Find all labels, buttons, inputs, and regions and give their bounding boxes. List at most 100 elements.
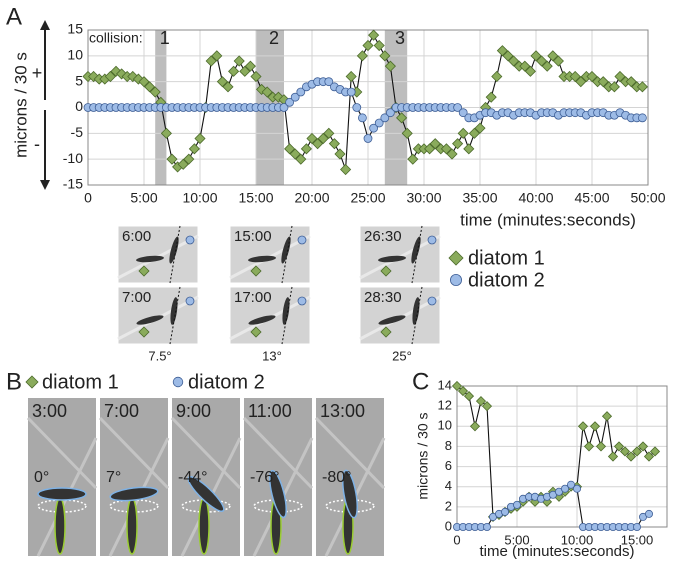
thumbnail-time: 7:00 (122, 289, 151, 306)
x-tick-label: 15:00 (238, 190, 273, 206)
y-tick-label: -15 (63, 176, 83, 192)
diatom (170, 297, 178, 325)
x-tick-label: 15:00 (621, 532, 654, 547)
x-tick-label: 5:00 (504, 532, 529, 547)
diatom (378, 315, 406, 325)
marker (149, 86, 161, 98)
marker (340, 163, 352, 176)
marker (575, 76, 587, 88)
marker (586, 70, 598, 83)
diatom-1 (198, 497, 210, 555)
marker (312, 138, 324, 150)
y-tick-label: -5 (71, 124, 84, 140)
marker (177, 158, 189, 170)
x-tick-label: 25:00 (350, 190, 385, 206)
diatom (412, 297, 420, 325)
marker (362, 39, 374, 52)
marker (160, 127, 172, 139)
y-tick-label: 0 (445, 518, 452, 533)
marker (453, 103, 463, 112)
marker (583, 441, 595, 452)
marker (440, 143, 452, 155)
marker (469, 421, 481, 432)
arrow-head (40, 20, 50, 30)
frame-angle: -80° (322, 469, 352, 486)
marker (384, 60, 396, 72)
diatom (136, 255, 164, 263)
marker-icon (297, 296, 307, 306)
marker (481, 401, 493, 412)
marker-icon (250, 265, 262, 277)
marker (645, 509, 654, 518)
diatom (378, 255, 406, 263)
plot-frame (456, 385, 668, 528)
marker (446, 148, 458, 160)
marker (608, 81, 620, 93)
thumbnail-time: 6:00 (122, 228, 151, 245)
marker-icon (185, 296, 195, 306)
marker (368, 29, 380, 41)
y-tick-label: 14 (438, 377, 452, 392)
marker (457, 385, 469, 397)
marker (589, 421, 601, 432)
marker (284, 143, 296, 155)
marker (500, 507, 509, 516)
marker (363, 134, 373, 143)
marker (328, 138, 340, 150)
angle-label: 13° (262, 348, 282, 363)
marker (194, 132, 206, 145)
marker (385, 108, 395, 118)
fiber (98, 416, 170, 490)
guide-line (411, 225, 423, 284)
marker (279, 103, 289, 112)
marker-icon (185, 235, 195, 245)
y-tick-label: 5 (75, 72, 83, 88)
x-tick-label: 10:00 (561, 532, 594, 547)
marker (530, 50, 542, 62)
marker (638, 113, 647, 123)
angle-label: 7.5° (148, 348, 171, 363)
marker (607, 451, 619, 462)
y-axis-label: microns / 30 s (11, 52, 30, 158)
y-tick-label: 8 (445, 438, 452, 453)
marker (452, 138, 464, 150)
y-axis-label: microns / 30 s (415, 412, 431, 499)
marker (631, 446, 643, 457)
marker (457, 127, 469, 139)
guide-line (169, 286, 181, 345)
marker (513, 500, 522, 509)
marker (373, 39, 385, 52)
marker (369, 123, 379, 133)
marker (536, 55, 548, 67)
marker (285, 97, 295, 107)
marker (233, 55, 245, 67)
marker (637, 441, 649, 452)
marker (138, 76, 150, 88)
marker-icon (138, 265, 150, 277)
frame-angle: 0° (34, 469, 49, 486)
x-tick-label: 45:00 (574, 190, 609, 206)
marker-icon (250, 326, 262, 338)
diatom-2 (342, 469, 358, 519)
diatom (282, 297, 290, 325)
panel-label: A (6, 3, 22, 30)
diatom (411, 236, 421, 264)
marker (250, 70, 262, 83)
guide-line (169, 225, 181, 284)
marker (567, 480, 576, 489)
marker (573, 484, 582, 493)
marker (396, 112, 408, 124)
marker-icon (380, 326, 392, 338)
marker (346, 87, 356, 97)
x-tick-label: 10:00 (182, 190, 217, 206)
diatom-1 (126, 497, 138, 555)
fiber (314, 416, 386, 490)
thumbnail-image (117, 225, 199, 284)
marker (334, 148, 346, 160)
marker (374, 118, 384, 128)
marker (216, 76, 228, 88)
marker (519, 60, 531, 72)
frame-time: 9:00 (176, 401, 211, 421)
marker (166, 153, 178, 165)
diatom (281, 236, 291, 264)
